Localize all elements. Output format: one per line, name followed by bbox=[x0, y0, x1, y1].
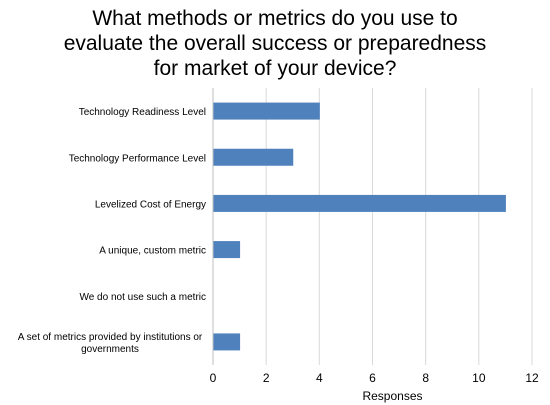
x-axis-label: Responses bbox=[362, 389, 422, 403]
chart-title-line: for market of your device? bbox=[153, 57, 397, 80]
category-label: Levelized Cost of Energy bbox=[95, 199, 206, 210]
chart-title: What methods or metrics do you use to ev… bbox=[0, 6, 550, 81]
bar bbox=[213, 194, 506, 212]
x-tick-label: 12 bbox=[525, 371, 539, 385]
chart-title-line: evaluate the overall success or prepared… bbox=[63, 32, 487, 55]
bar bbox=[213, 102, 320, 120]
category-label: A set of metrics provided by institution… bbox=[18, 332, 203, 355]
category-label: Technology Performance Level bbox=[69, 153, 206, 164]
chart-title-line: What methods or metrics do you use to bbox=[92, 7, 458, 30]
x-tick-label: 8 bbox=[422, 371, 429, 385]
x-tick-label: 4 bbox=[316, 371, 323, 385]
x-tick-label: 10 bbox=[472, 371, 486, 385]
category-label: Technology Readiness Level bbox=[79, 107, 206, 118]
bar bbox=[213, 333, 241, 351]
x-tick-label: 0 bbox=[210, 371, 217, 385]
category-label: We do not use such a metric bbox=[79, 292, 206, 303]
bar bbox=[213, 148, 294, 166]
x-tick-label: 2 bbox=[263, 371, 270, 385]
x-tick-label: 6 bbox=[369, 371, 376, 385]
category-label: A unique, custom metric bbox=[99, 246, 206, 257]
bar bbox=[213, 241, 241, 259]
